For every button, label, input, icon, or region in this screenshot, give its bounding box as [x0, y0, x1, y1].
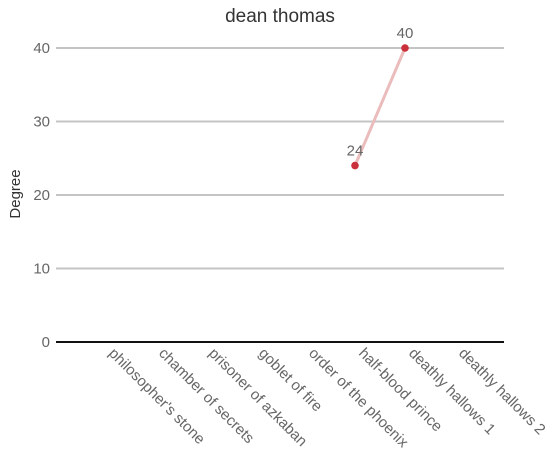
chart-title: dean thomas: [225, 6, 335, 27]
data-point: [351, 162, 359, 170]
data-label: 24: [347, 143, 364, 160]
x-tick-label: philosopher's stone: [105, 345, 208, 448]
y-axis-label: Degree: [7, 169, 24, 218]
gridlines: [56, 48, 504, 342]
y-tick-label: 0: [42, 334, 50, 351]
x-tick-label: deathly hallows 2: [455, 345, 548, 438]
y-tick-label: 20: [33, 187, 50, 204]
x-tick-label: chamber of secrets: [155, 345, 257, 447]
data-point: [401, 44, 409, 52]
series-layer: 24 40: [347, 25, 414, 169]
y-tick-label: 40: [33, 40, 50, 57]
x-tick-label: deathly hallows 1: [405, 345, 498, 438]
data-label: 40: [397, 25, 414, 42]
y-axis-ticks: 0 10 20 30 40: [33, 40, 50, 351]
y-tick-label: 10: [33, 261, 50, 278]
y-tick-label: 30: [33, 114, 50, 131]
